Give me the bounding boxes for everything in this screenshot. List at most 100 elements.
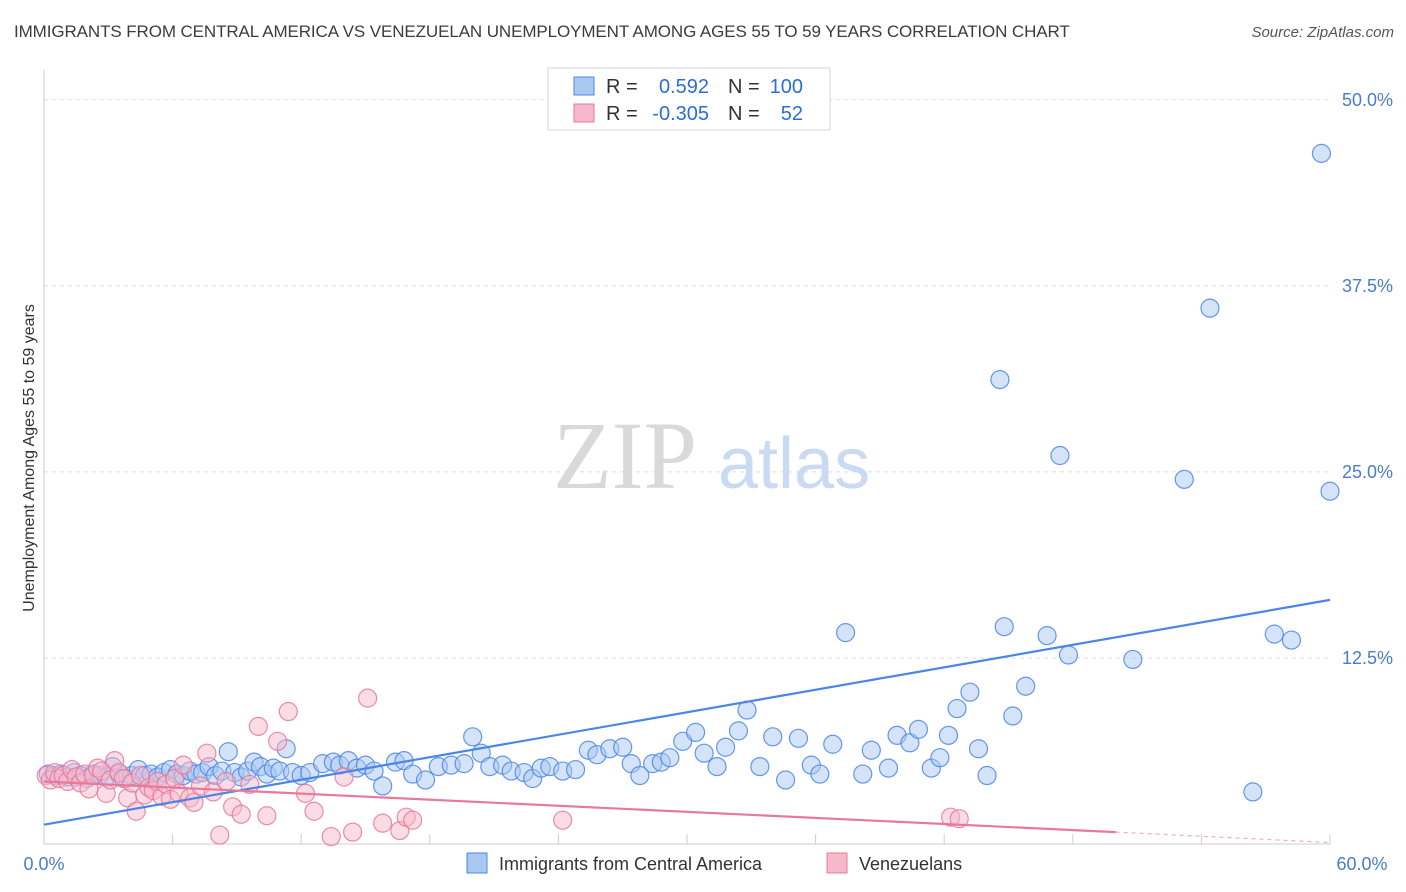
data-point-central-america <box>750 756 770 777</box>
data-point-central-america <box>454 754 474 774</box>
data-point-central-america <box>565 759 586 780</box>
stats-n-value-blue: 100 <box>770 76 803 98</box>
series-venezuelans-points <box>36 688 969 847</box>
data-point-venezuelans <box>358 688 378 708</box>
y-axis-label: Unemployment Among Ages 55 to 59 years <box>21 304 38 612</box>
watermark-atlas: atlas <box>718 424 870 504</box>
legend-label-central-america: Immigrants from Central America <box>499 854 763 874</box>
data-point-central-america <box>1016 676 1036 696</box>
data-point-central-america <box>900 733 920 753</box>
data-point-central-america <box>763 727 783 747</box>
data-point-central-america <box>994 617 1014 637</box>
data-point-central-america <box>775 770 796 790</box>
data-point-central-america <box>861 740 881 760</box>
data-point-central-america <box>810 764 830 784</box>
data-point-central-america <box>1123 649 1143 670</box>
data-point-central-america <box>613 737 633 757</box>
x-tick-label: 60.0% <box>1336 854 1387 874</box>
data-point-central-america <box>1311 143 1332 163</box>
data-point-central-america <box>968 739 989 759</box>
data-point-venezuelans <box>216 771 236 792</box>
stats-legend: R = 0.592 N = 100 R = -0.305 N = 52 <box>547 67 831 131</box>
stats-n-value-pink: 52 <box>781 103 803 125</box>
data-point-venezuelans <box>126 801 146 821</box>
data-point-central-america <box>1050 445 1070 466</box>
stats-r-label-blue: R = <box>606 76 638 98</box>
legend-label-venezuelans: Venezuelans <box>859 854 962 874</box>
trend-line-venezuelans-extension <box>1115 831 1331 844</box>
data-point-venezuelans <box>343 822 363 842</box>
tick-labels: 12.5% 25.0% 37.5% 50.0% 0.0% 60.0% <box>23 90 1393 874</box>
data-point-central-america <box>878 758 899 778</box>
data-point-central-america <box>373 776 393 796</box>
data-point-central-america <box>908 719 929 739</box>
data-point-venezuelans <box>173 755 193 775</box>
data-point-central-america <box>823 734 843 754</box>
data-point-venezuelans <box>257 806 277 826</box>
trend-line-central-america <box>43 598 1331 826</box>
data-point-central-america <box>685 722 706 742</box>
data-point-venezuelans <box>197 743 217 763</box>
data-point-venezuelans <box>231 804 251 824</box>
trend-line-venezuelans <box>43 780 1116 834</box>
data-point-venezuelans <box>553 810 573 830</box>
data-point-central-america <box>415 770 436 790</box>
data-point-central-america <box>1058 645 1079 665</box>
stats-legend-swatch-pink <box>573 103 595 123</box>
legend-swatch-central-america <box>466 852 488 874</box>
data-point-central-america <box>1200 298 1220 318</box>
watermark-zip: ZIP <box>553 402 697 509</box>
data-point-central-america <box>788 728 809 748</box>
data-point-central-america <box>853 764 873 784</box>
data-point-central-america <box>707 756 727 777</box>
data-point-venezuelans <box>184 792 204 812</box>
chart-title: IMMIGRANTS FROM CENTRAL AMERICA VS VENEZ… <box>14 22 1070 41</box>
y-tick-label: 12.5% <box>1342 648 1393 668</box>
series-legend: Immigrants from Central America Venezuel… <box>466 852 962 874</box>
data-point-central-america <box>1037 626 1057 646</box>
data-point-venezuelans <box>304 801 324 821</box>
axes <box>43 70 1331 845</box>
data-point-central-america <box>630 765 650 786</box>
data-point-central-america <box>990 370 1010 390</box>
data-point-central-america <box>694 743 714 763</box>
data-point-central-america <box>1281 630 1302 650</box>
data-point-central-america <box>836 623 856 643</box>
gridlines <box>44 99 1330 659</box>
data-point-venezuelans <box>321 826 341 847</box>
data-point-central-america <box>977 765 997 786</box>
legend-swatch-venezuelans <box>826 852 848 874</box>
data-point-central-america <box>1174 469 1194 489</box>
data-point-venezuelans <box>268 731 288 751</box>
stats-r-value-pink: -0.305 <box>652 103 709 125</box>
data-point-venezuelans <box>278 701 298 722</box>
trend-lines <box>43 598 1331 844</box>
data-point-central-america <box>938 725 959 745</box>
source-credit: Source: ZipAtlas.com <box>1251 24 1394 41</box>
watermark: ZIP atlas <box>553 402 870 509</box>
data-point-central-america <box>960 682 980 702</box>
y-tick-label: 37.5% <box>1342 276 1393 296</box>
data-point-central-america <box>930 748 950 768</box>
x-tick-label: 0.0% <box>23 854 64 874</box>
stats-legend-swatch-blue <box>573 76 595 96</box>
data-point-central-america <box>1243 782 1263 802</box>
data-point-central-america <box>715 737 736 757</box>
data-point-venezuelans <box>949 809 969 829</box>
stats-r-value-blue: 0.592 <box>659 76 709 98</box>
data-point-venezuelans <box>248 716 268 737</box>
data-point-central-america <box>1264 624 1284 644</box>
data-point-central-america <box>728 721 749 741</box>
data-point-central-america <box>947 698 967 719</box>
data-point-venezuelans <box>210 825 230 845</box>
y-tick-label: 25.0% <box>1342 462 1393 482</box>
data-point-central-america <box>1320 481 1340 501</box>
stats-legend-box <box>547 67 831 131</box>
stats-r-label-pink: R = <box>606 103 638 125</box>
data-point-venezuelans <box>373 813 393 833</box>
data-point-central-america <box>660 748 680 768</box>
data-point-central-america <box>1003 706 1023 726</box>
y-tick-label: 50.0% <box>1342 90 1393 110</box>
data-point-venezuelans <box>403 810 423 830</box>
